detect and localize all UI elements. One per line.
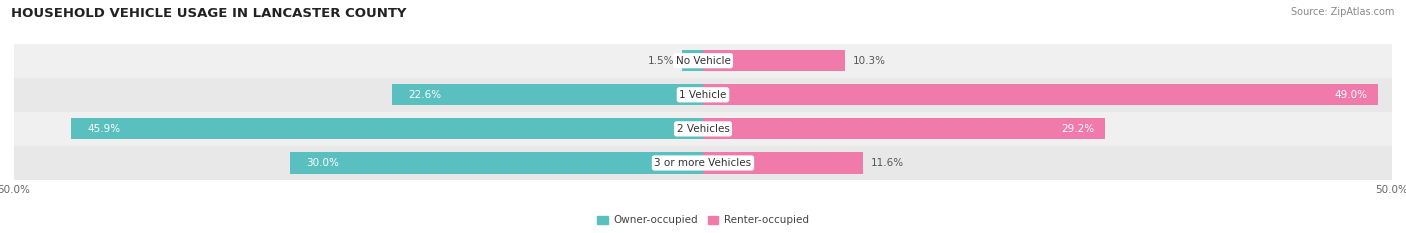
Text: 45.9%: 45.9% (87, 124, 120, 134)
Text: 3 or more Vehicles: 3 or more Vehicles (654, 158, 752, 168)
Text: No Vehicle: No Vehicle (675, 56, 731, 66)
Text: 49.0%: 49.0% (1334, 90, 1367, 100)
Bar (14, 44, 1392, 78)
Legend: Owner-occupied, Renter-occupied: Owner-occupied, Renter-occupied (593, 211, 813, 230)
Text: 1 Vehicle: 1 Vehicle (679, 90, 727, 100)
Bar (392, 84, 703, 105)
Bar (290, 152, 703, 174)
Text: 1.5%: 1.5% (648, 56, 673, 66)
Text: 29.2%: 29.2% (1062, 124, 1094, 134)
Bar (14, 112, 1392, 146)
Bar (682, 50, 703, 71)
Bar (14, 146, 1392, 180)
Text: 10.3%: 10.3% (853, 56, 886, 66)
Bar (703, 84, 1378, 105)
Text: 2 Vehicles: 2 Vehicles (676, 124, 730, 134)
Text: 22.6%: 22.6% (408, 90, 441, 100)
Bar (703, 152, 863, 174)
Bar (70, 118, 703, 140)
Text: 11.6%: 11.6% (872, 158, 904, 168)
Text: Source: ZipAtlas.com: Source: ZipAtlas.com (1291, 7, 1395, 17)
Bar (703, 118, 1105, 140)
Text: HOUSEHOLD VEHICLE USAGE IN LANCASTER COUNTY: HOUSEHOLD VEHICLE USAGE IN LANCASTER COU… (11, 7, 406, 20)
Text: 30.0%: 30.0% (307, 158, 339, 168)
Bar (703, 50, 845, 71)
Bar (14, 78, 1392, 112)
